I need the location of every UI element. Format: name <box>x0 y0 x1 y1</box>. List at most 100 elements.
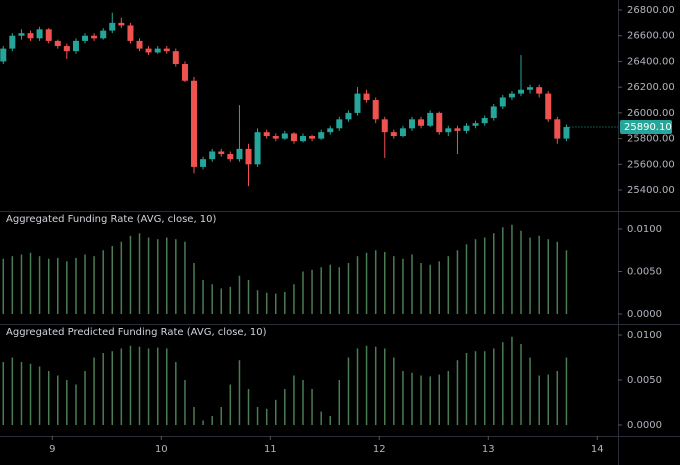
candle-body <box>545 93 552 120</box>
histogram-bar <box>156 239 159 314</box>
candle-body <box>100 30 107 39</box>
histogram-bar <box>120 348 123 426</box>
candle-body <box>82 35 89 41</box>
candle-body <box>36 29 43 39</box>
histogram-bar <box>338 380 341 426</box>
histogram-bar <box>247 389 250 426</box>
y-tick-label: 25800.00 <box>627 134 675 145</box>
histogram-bar <box>293 375 295 426</box>
histogram-bar <box>120 241 123 314</box>
candle-body <box>272 136 279 139</box>
histogram-bar <box>184 241 186 314</box>
histogram-bar <box>256 407 259 426</box>
candle-body <box>363 93 370 101</box>
histogram-bar <box>284 389 286 426</box>
histogram-bar <box>347 357 350 426</box>
histogram-bar <box>247 279 250 314</box>
candle-body <box>508 93 515 98</box>
histogram-bar <box>384 348 386 426</box>
candle-body <box>336 119 343 129</box>
histogram-bar <box>147 348 150 426</box>
histogram-bar <box>29 252 32 314</box>
candle-body <box>300 136 307 142</box>
y-tick-label: 0.0000 <box>627 309 662 320</box>
candle-body <box>263 132 270 137</box>
histogram-bar <box>520 230 522 314</box>
candle-body <box>136 40 143 49</box>
histogram-bar <box>166 348 168 426</box>
histogram-bar <box>492 233 495 314</box>
candle-body <box>381 119 388 133</box>
candle-body <box>163 48 170 52</box>
candle-body <box>427 112 434 126</box>
histogram-bar <box>502 227 504 314</box>
histogram-bar <box>293 284 295 314</box>
histogram-bar <box>275 399 277 426</box>
candle-body <box>181 64 188 81</box>
candle-body <box>390 132 397 137</box>
candle-body <box>318 132 325 139</box>
candle-body <box>245 148 252 165</box>
histogram-bar <box>84 254 86 314</box>
pane-title: Aggregated Funding Rate (AVG, close, 10) <box>6 214 217 225</box>
histogram-bar <box>166 237 168 314</box>
histogram-bar <box>38 256 41 314</box>
histogram-bar <box>220 288 223 314</box>
histogram-bar <box>229 384 232 426</box>
candle-body <box>445 128 452 133</box>
x-tick-label: 9 <box>49 444 55 455</box>
histogram-bar <box>511 336 513 426</box>
x-tick-label: 12 <box>373 444 386 455</box>
histogram-bar <box>447 370 450 426</box>
candle-body <box>9 35 16 49</box>
histogram-bar <box>284 291 286 314</box>
histogram-bar <box>20 254 23 314</box>
y-tick-label: 0.0050 <box>627 266 662 277</box>
histogram-bar <box>238 360 241 426</box>
candle-body <box>63 46 70 52</box>
histogram-bar <box>556 241 559 314</box>
histogram-bar <box>511 224 513 314</box>
x-tick-label: 13 <box>482 444 495 455</box>
histogram-bar <box>256 290 259 314</box>
candle-body <box>409 119 415 129</box>
candle-body <box>281 133 288 139</box>
candle-body <box>127 25 134 41</box>
histogram-bar <box>329 264 332 314</box>
candle-body <box>109 22 116 31</box>
candle-body <box>209 151 216 160</box>
histogram-bar <box>402 258 404 314</box>
histogram-bar <box>311 389 313 426</box>
histogram-bar <box>102 250 104 314</box>
histogram-bar <box>520 343 522 426</box>
candle-body <box>354 93 361 113</box>
candle-body <box>118 22 125 26</box>
y-tick-label: 25400.00 <box>627 185 675 196</box>
candle-body <box>345 112 352 120</box>
histogram-bar <box>38 366 41 426</box>
histogram-bar <box>47 370 50 426</box>
histogram-bar <box>47 258 50 314</box>
histogram-bar <box>265 292 268 314</box>
histogram-bar <box>111 351 114 426</box>
histogram-bar <box>138 346 141 426</box>
candle-body <box>481 118 488 124</box>
histogram-bar <box>402 370 404 426</box>
histogram-bar <box>156 347 159 426</box>
histogram-bar <box>393 256 395 314</box>
y-tick-label: 0.0100 <box>627 224 662 235</box>
candle-body <box>372 100 379 120</box>
candle-body <box>200 159 207 167</box>
histogram-bar <box>393 357 395 426</box>
histogram-bar <box>347 262 350 314</box>
candle-body <box>236 148 243 160</box>
histogram-bar <box>565 357 568 426</box>
histogram-bar <box>202 279 204 314</box>
histogram-bar <box>374 250 377 314</box>
histogram-bar <box>502 342 504 426</box>
histogram-bar <box>529 357 531 426</box>
candle-body <box>527 87 534 90</box>
histogram-bar <box>429 264 431 314</box>
histogram-bar <box>175 361 177 426</box>
